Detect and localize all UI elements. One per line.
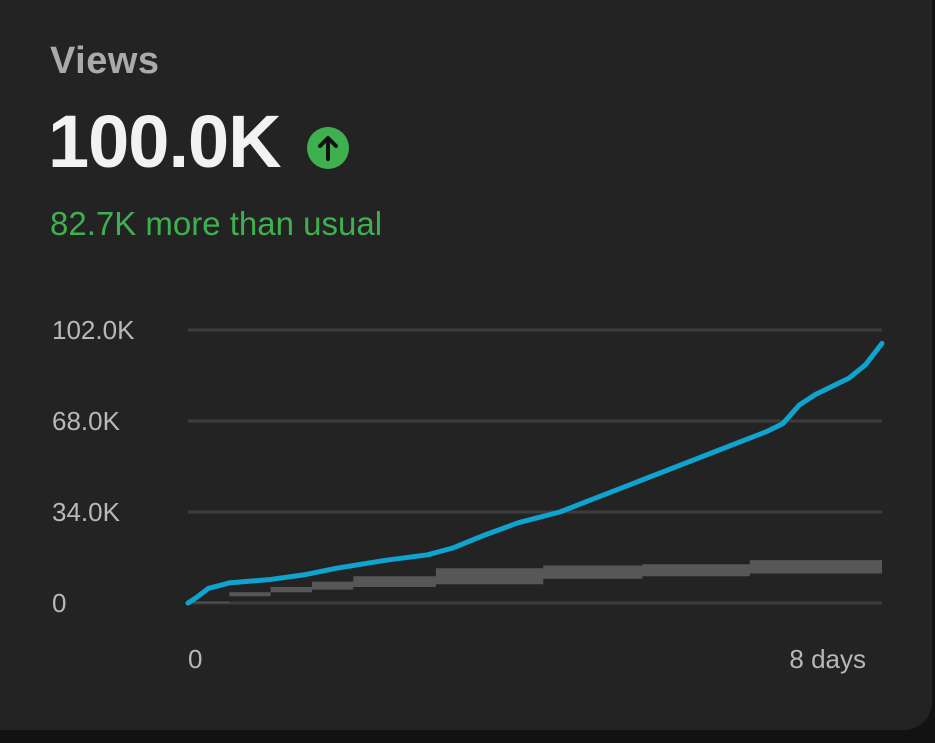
typical-range-band: [188, 560, 882, 603]
arrow-up-circle-icon: [307, 127, 349, 169]
y-tick-label: 34.0K: [52, 497, 121, 527]
views-card: Views 100.0K 82.7K more than usual 0 34.0…: [0, 0, 932, 730]
y-tick-label: 102.0K: [52, 315, 135, 345]
x-tick-label: 0: [188, 644, 202, 674]
x-axis-labels: 0 8 days: [188, 644, 866, 674]
x-tick-label: 8 days: [789, 644, 866, 674]
card-title: Views: [50, 40, 160, 82]
views-line: [185, 340, 885, 606]
chart-gridlines: [188, 328, 882, 605]
y-tick-label: 0: [52, 588, 66, 618]
views-total-value: 100.0K: [48, 100, 282, 183]
delta-vs-usual: 82.7K more than usual: [50, 205, 383, 242]
views-series: [185, 340, 885, 606]
y-axis-labels: 0 34.0K 68.0K 102.0K: [52, 315, 135, 618]
typical-range-area: [188, 560, 882, 603]
y-tick-label: 68.0K: [52, 406, 121, 436]
